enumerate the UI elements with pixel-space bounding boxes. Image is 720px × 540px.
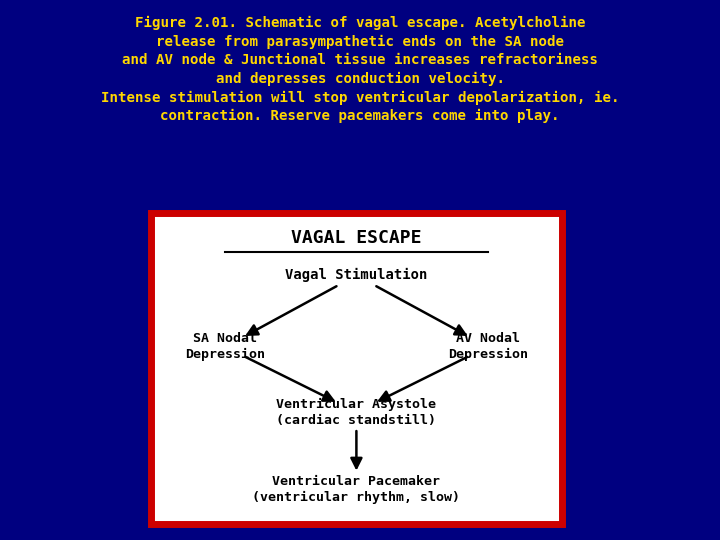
Text: AV Nodal
Depression: AV Nodal Depression <box>448 332 528 361</box>
Text: SA Nodal
Depression: SA Nodal Depression <box>185 332 265 361</box>
Text: Ventricular Asystole
(cardiac standstill): Ventricular Asystole (cardiac standstill… <box>276 397 436 427</box>
Text: Figure 2.01. Schematic of vagal escape. Acetylcholine
release from parasympathet: Figure 2.01. Schematic of vagal escape. … <box>101 16 619 123</box>
Text: VAGAL ESCAPE: VAGAL ESCAPE <box>291 229 422 247</box>
FancyBboxPatch shape <box>151 213 562 524</box>
Text: Ventricular Pacemaker
(ventricular rhythm, slow): Ventricular Pacemaker (ventricular rhyth… <box>253 475 460 504</box>
Text: Vagal Stimulation: Vagal Stimulation <box>285 268 428 282</box>
